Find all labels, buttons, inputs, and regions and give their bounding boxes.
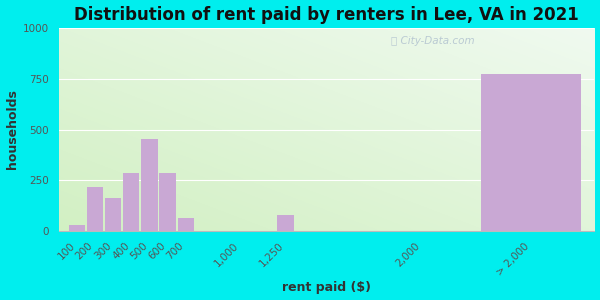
Bar	[141, 139, 158, 231]
Bar	[68, 225, 85, 231]
Bar	[178, 218, 194, 231]
Bar	[123, 173, 139, 231]
Title: Distribution of rent paid by renters in Lee, VA in 2021: Distribution of rent paid by renters in …	[74, 6, 579, 24]
Bar	[277, 215, 294, 231]
Y-axis label: households: households	[5, 90, 19, 170]
Bar	[105, 198, 121, 231]
Bar	[160, 173, 176, 231]
Text: 🔍 City-Data.com: 🔍 City-Data.com	[391, 36, 475, 46]
Bar	[87, 188, 103, 231]
X-axis label: rent paid ($): rent paid ($)	[282, 281, 371, 294]
Bar	[481, 74, 581, 231]
